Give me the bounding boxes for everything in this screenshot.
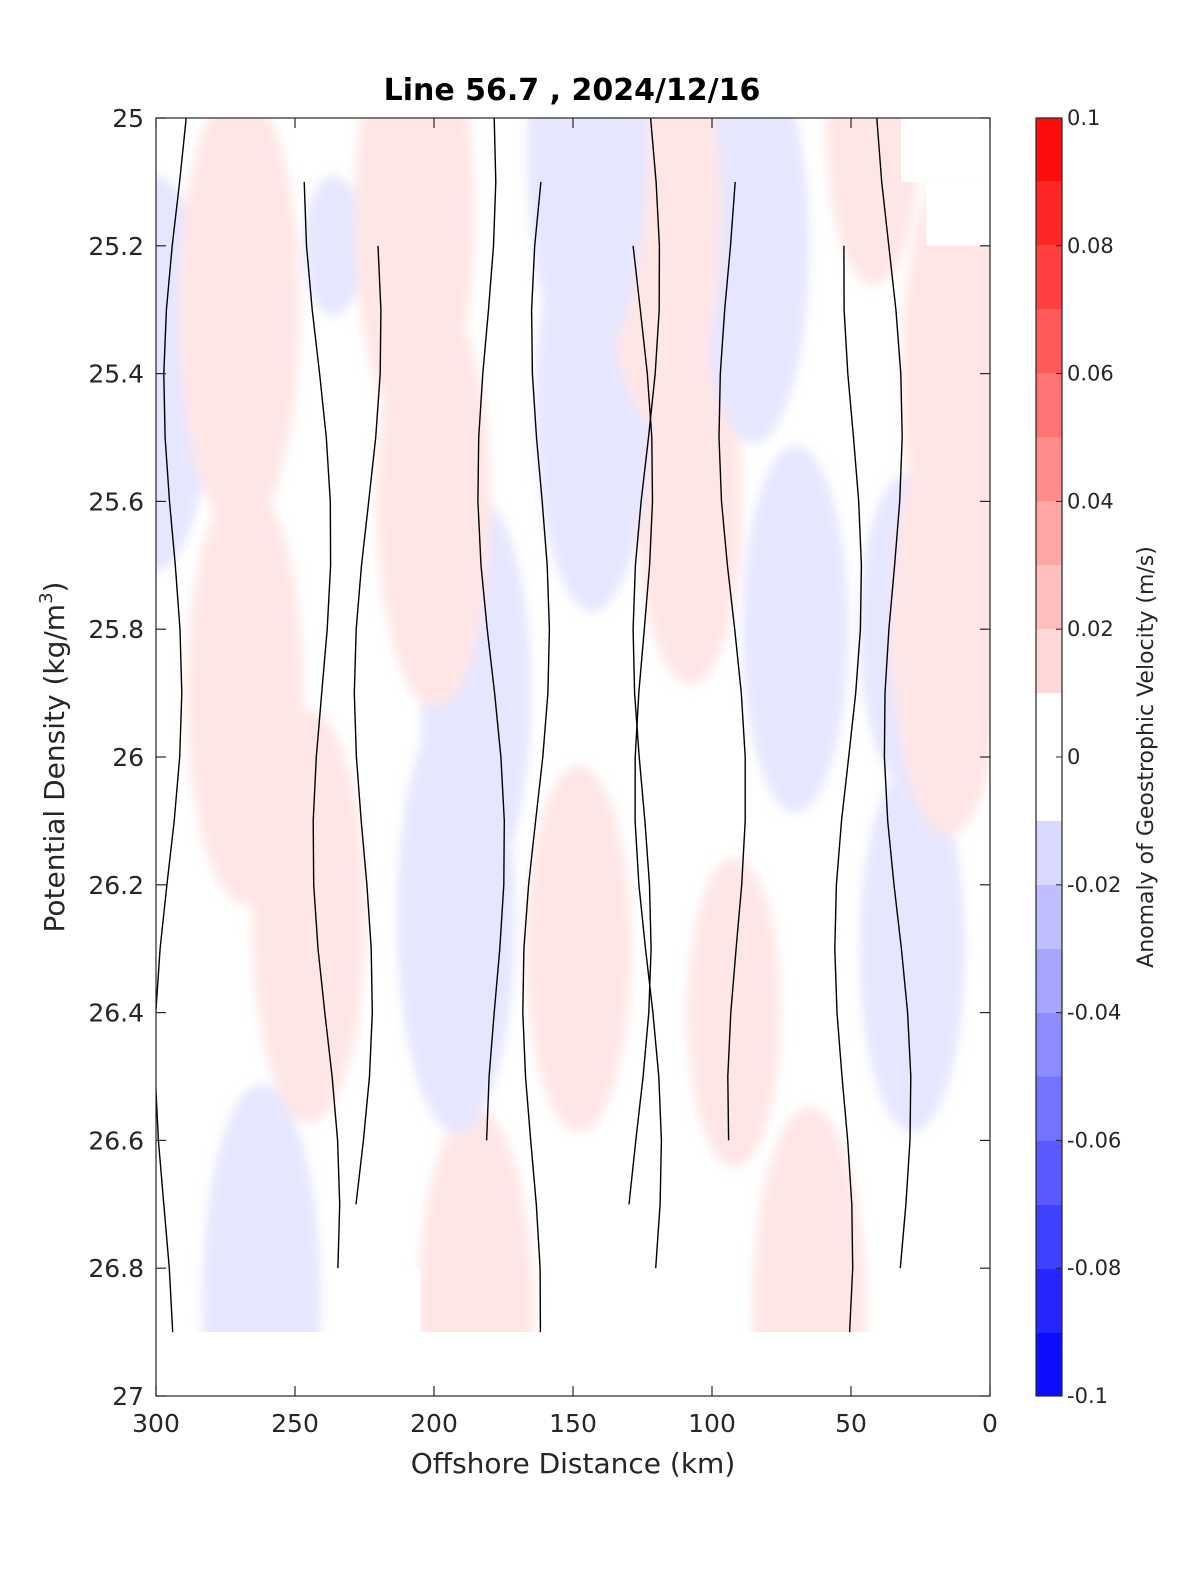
field-core bbox=[354, 118, 475, 435]
zero-contours bbox=[156, 118, 912, 1333]
colorbar-segment bbox=[1036, 1268, 1062, 1333]
x-tick-label: 0 bbox=[982, 1409, 998, 1438]
colorbar-segment bbox=[1036, 565, 1062, 630]
field-core bbox=[752, 1106, 867, 1396]
colorbar-segment bbox=[1036, 820, 1062, 885]
colorbar-segment bbox=[1036, 373, 1062, 438]
field-core bbox=[826, 118, 921, 286]
no-data-mask bbox=[384, 1268, 421, 1333]
field-core bbox=[859, 765, 965, 1132]
colorbar-segment bbox=[1036, 1332, 1062, 1396]
x-tick-label: 50 bbox=[835, 1409, 867, 1438]
colorbar: 0.1 0.08 0.06 0.04 0.02 0 -0.02 -0.04 -0.06 -0.08… bbox=[1035, 106, 1121, 1408]
x-axis-label: Offshore Distance (km) bbox=[411, 1447, 736, 1480]
colorbar-label: Anomaly of Geostrophic Velocity (m/s) bbox=[1134, 546, 1159, 968]
x-tick-label: 300 bbox=[132, 1409, 180, 1438]
no-data-mask bbox=[901, 118, 990, 182]
y-tick-label: 26.4 bbox=[88, 999, 144, 1028]
y-tick-label: 26.2 bbox=[88, 871, 144, 900]
no-data-bottom bbox=[156, 1332, 990, 1396]
zero-contour bbox=[303, 181, 341, 1269]
y-tick-label: 26.8 bbox=[88, 1254, 144, 1283]
colorbar-segment bbox=[1036, 437, 1062, 502]
y-tick-label: 25.6 bbox=[88, 487, 144, 516]
field-core bbox=[525, 765, 632, 1132]
y-axis-label: Potential Density (kg/m3) bbox=[36, 582, 71, 933]
colorbar-tick-label: -0.1 bbox=[1067, 1384, 1108, 1408]
colorbar-segment bbox=[1036, 1204, 1062, 1269]
colorbar-segment bbox=[1036, 309, 1062, 374]
x-tick-label: 250 bbox=[271, 1409, 319, 1438]
y-axis-ticks: 25 25.2 25.4 25.6 25.8 26 26.2 26.4 26.6 26.8 27 bbox=[88, 104, 990, 1411]
plot-area bbox=[156, 118, 990, 1396]
field-core bbox=[698, 118, 810, 444]
chart-title: Line 56.7 , 2024/12/16 bbox=[384, 73, 761, 108]
y-tick-label: 25.2 bbox=[88, 232, 144, 261]
colorbar-segment bbox=[1036, 1140, 1062, 1205]
colorbar-segment bbox=[1036, 118, 1062, 182]
y-tick-label: 25 bbox=[112, 104, 144, 133]
colorbar-segment bbox=[1036, 948, 1062, 1013]
y-axis-label-main: Potential Density (kg/m bbox=[38, 604, 71, 933]
colorbar-tick-label: -0.04 bbox=[1067, 1001, 1121, 1025]
field-core bbox=[397, 701, 516, 1133]
colorbar-segment bbox=[1036, 629, 1062, 694]
field-core bbox=[687, 857, 782, 1168]
y-tick-label: 25.8 bbox=[88, 615, 144, 644]
y-tick-label: 27 bbox=[112, 1382, 144, 1411]
zero-contour bbox=[522, 181, 551, 1333]
colorbar-tick-label: -0.08 bbox=[1067, 1256, 1121, 1280]
x-tick-label: 200 bbox=[410, 1409, 458, 1438]
colorbar-tick-label: -0.02 bbox=[1067, 873, 1121, 897]
zero-contour bbox=[718, 181, 746, 1141]
zero-contour bbox=[834, 245, 863, 1333]
field-core bbox=[527, 118, 647, 369]
y-tick-label: 25.4 bbox=[88, 360, 144, 389]
colorbar-segment bbox=[1036, 1012, 1062, 1077]
colorbar-tick-label: 0.06 bbox=[1067, 362, 1114, 386]
no-data-masks bbox=[384, 118, 990, 1333]
colorbar-tick-label: 0.08 bbox=[1067, 234, 1114, 258]
colorbar-segment bbox=[1036, 181, 1062, 246]
field-core bbox=[186, 481, 304, 905]
zero-contour bbox=[628, 118, 661, 1205]
colorbar-segment bbox=[1036, 245, 1062, 310]
colorbar-tick-label: 0 bbox=[1067, 745, 1080, 769]
velocity-field bbox=[156, 118, 990, 1396]
x-tick-label: 100 bbox=[688, 1409, 736, 1438]
colorbar-tick-label: 0.04 bbox=[1067, 489, 1114, 513]
colorbar-tick-label: 0.1 bbox=[1067, 106, 1100, 130]
no-data-mask bbox=[926, 181, 990, 246]
field-core bbox=[417, 1107, 534, 1396]
field-core bbox=[202, 1084, 321, 1396]
colorbar-tick-label: -0.06 bbox=[1067, 1128, 1121, 1152]
y-axis-label-end: ) bbox=[38, 582, 71, 593]
zero-contour bbox=[156, 118, 187, 1333]
x-tick-label: 150 bbox=[549, 1409, 597, 1438]
zero-contour bbox=[353, 245, 382, 1205]
y-tick-label: 26 bbox=[112, 743, 144, 772]
x-axis-ticks: 300 250 200 150 100 50 0 bbox=[132, 118, 998, 1438]
field-core bbox=[901, 150, 990, 597]
colorbar-segment bbox=[1036, 1076, 1062, 1141]
y-axis-label-sup: 3 bbox=[36, 592, 57, 603]
zero-contour bbox=[477, 118, 506, 1141]
field-core bbox=[178, 118, 300, 533]
y-tick-label: 26.6 bbox=[88, 1126, 144, 1155]
colorbar-tick-label: 0.02 bbox=[1067, 617, 1114, 641]
field-core bbox=[303, 175, 364, 316]
zero-contour bbox=[876, 118, 912, 1269]
field-core bbox=[742, 445, 849, 813]
colorbar-segment bbox=[1036, 884, 1062, 949]
colorbar-segment bbox=[1036, 501, 1062, 566]
